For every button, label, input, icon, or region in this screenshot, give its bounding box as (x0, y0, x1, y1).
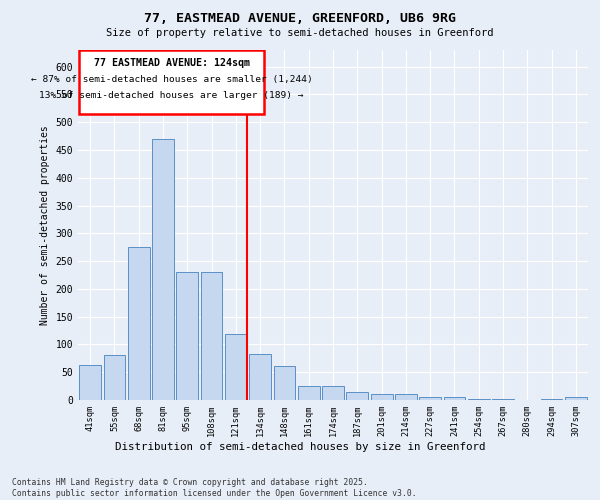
Bar (541, 399, 562, 400)
Text: Contains HM Land Registry data © Crown copyright and database right 2025.
Contai: Contains HM Land Registry data © Crown c… (12, 478, 416, 498)
Bar (298, 386, 320, 400)
Bar (128, 247, 149, 400)
Text: Size of property relative to semi-detached houses in Greenford: Size of property relative to semi-detach… (106, 28, 494, 38)
Text: 77 EASTMEAD AVENUE: 124sqm: 77 EASTMEAD AVENUE: 124sqm (94, 58, 250, 68)
Bar (200, 272, 223, 400)
Bar (322, 386, 344, 400)
Text: 13% of semi-detached houses are larger (189) →: 13% of semi-detached houses are larger (… (39, 90, 304, 100)
Text: Distribution of semi-detached houses by size in Greenford: Distribution of semi-detached houses by … (115, 442, 485, 452)
Bar (79, 365, 101, 400)
FancyBboxPatch shape (79, 50, 264, 114)
Bar (492, 399, 514, 400)
Bar (176, 272, 198, 400)
Bar (468, 399, 490, 400)
Text: ← 87% of semi-detached houses are smaller (1,244): ← 87% of semi-detached houses are smalle… (31, 75, 313, 84)
Bar (419, 397, 441, 400)
Bar (565, 397, 587, 400)
Bar (152, 139, 174, 400)
Bar (395, 394, 417, 400)
Bar (274, 366, 295, 400)
Bar (346, 392, 368, 400)
Bar (371, 394, 392, 400)
Bar (443, 397, 466, 400)
Bar (225, 334, 247, 400)
Y-axis label: Number of semi-detached properties: Number of semi-detached properties (40, 125, 50, 325)
Bar (249, 354, 271, 400)
Text: 77, EASTMEAD AVENUE, GREENFORD, UB6 9RG: 77, EASTMEAD AVENUE, GREENFORD, UB6 9RG (144, 12, 456, 26)
Bar (104, 355, 125, 400)
